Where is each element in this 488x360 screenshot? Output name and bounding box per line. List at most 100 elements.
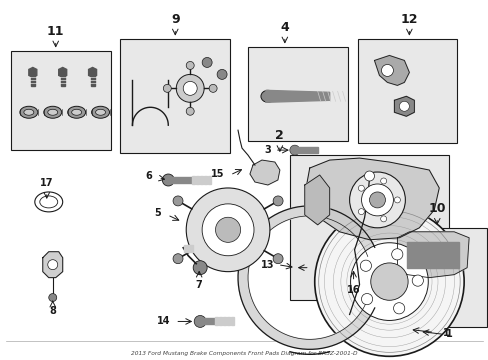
Text: 14: 14 [156, 316, 170, 327]
Ellipse shape [261, 90, 274, 102]
Bar [386, 228, 486, 328]
Polygon shape [167, 177, 205, 183]
Bar [357, 39, 456, 143]
Circle shape [399, 101, 408, 111]
Circle shape [314, 207, 463, 356]
Polygon shape [61, 75, 64, 86]
Circle shape [183, 81, 197, 95]
Circle shape [49, 293, 57, 302]
Circle shape [48, 260, 58, 270]
Circle shape [380, 178, 386, 184]
Text: 7: 7 [195, 280, 202, 289]
Ellipse shape [67, 106, 85, 118]
Circle shape [186, 62, 194, 69]
Circle shape [358, 185, 364, 191]
Circle shape [202, 58, 212, 67]
Circle shape [380, 216, 386, 222]
Polygon shape [31, 75, 35, 86]
Circle shape [176, 75, 203, 102]
Text: 3: 3 [264, 145, 271, 155]
Circle shape [173, 254, 183, 264]
Polygon shape [192, 176, 195, 184]
Polygon shape [42, 252, 62, 278]
Ellipse shape [24, 109, 34, 115]
Text: 6: 6 [145, 171, 151, 181]
Bar [247, 46, 347, 141]
Circle shape [381, 64, 393, 76]
Circle shape [273, 196, 283, 206]
Text: 2013 Ford Mustang Brake Components Front Pads Diagram for BR3Z-2001-D: 2013 Ford Mustang Brake Components Front… [131, 351, 357, 356]
Polygon shape [219, 318, 222, 325]
Ellipse shape [72, 109, 81, 115]
Text: 11: 11 [47, 24, 64, 37]
Polygon shape [230, 318, 234, 325]
Ellipse shape [48, 109, 58, 115]
Circle shape [186, 188, 269, 272]
Text: 12: 12 [400, 13, 417, 26]
Text: 8: 8 [49, 306, 56, 316]
Polygon shape [238, 206, 374, 349]
Circle shape [364, 171, 374, 181]
Circle shape [393, 303, 404, 314]
Polygon shape [198, 319, 227, 324]
Polygon shape [200, 176, 203, 184]
Polygon shape [304, 158, 438, 240]
Circle shape [217, 69, 226, 80]
Text: 2: 2 [275, 129, 284, 142]
Text: 5: 5 [154, 208, 161, 218]
Text: 1: 1 [442, 328, 448, 338]
Polygon shape [29, 67, 37, 77]
Circle shape [391, 249, 402, 260]
Ellipse shape [44, 106, 61, 118]
Text: 17: 17 [40, 178, 53, 188]
Circle shape [163, 84, 171, 92]
Text: 1: 1 [445, 329, 452, 339]
Circle shape [370, 263, 407, 300]
Circle shape [361, 184, 393, 216]
Circle shape [215, 217, 240, 242]
Polygon shape [394, 96, 413, 116]
Ellipse shape [20, 106, 38, 118]
Polygon shape [215, 318, 218, 325]
Bar [11, 50, 110, 150]
Polygon shape [88, 67, 96, 77]
Circle shape [360, 260, 371, 271]
Polygon shape [59, 67, 66, 77]
Circle shape [194, 315, 206, 328]
Text: 4: 4 [280, 21, 288, 33]
Bar [120, 39, 229, 153]
Circle shape [349, 172, 405, 228]
Circle shape [209, 84, 217, 92]
Polygon shape [223, 318, 225, 325]
Circle shape [202, 204, 253, 256]
Polygon shape [203, 176, 207, 184]
Text: 16: 16 [346, 284, 360, 294]
Polygon shape [249, 160, 279, 185]
Circle shape [273, 254, 283, 264]
Circle shape [411, 275, 423, 286]
Circle shape [289, 145, 299, 155]
Polygon shape [304, 175, 329, 225]
Polygon shape [196, 176, 199, 184]
Polygon shape [293, 147, 317, 153]
Polygon shape [184, 245, 187, 252]
Text: 15: 15 [211, 169, 224, 179]
Circle shape [394, 197, 400, 203]
Bar [289, 155, 448, 300]
Polygon shape [265, 90, 329, 102]
Circle shape [350, 243, 427, 320]
Text: 10: 10 [427, 202, 445, 215]
Circle shape [186, 107, 194, 115]
Polygon shape [90, 75, 94, 86]
Circle shape [162, 174, 174, 186]
Polygon shape [407, 242, 458, 268]
Polygon shape [208, 176, 211, 184]
Ellipse shape [91, 106, 109, 118]
Circle shape [358, 209, 364, 215]
Text: 13: 13 [261, 260, 274, 270]
Ellipse shape [95, 109, 105, 115]
Circle shape [369, 192, 385, 208]
Circle shape [361, 293, 372, 305]
Polygon shape [226, 318, 229, 325]
Polygon shape [187, 245, 190, 252]
